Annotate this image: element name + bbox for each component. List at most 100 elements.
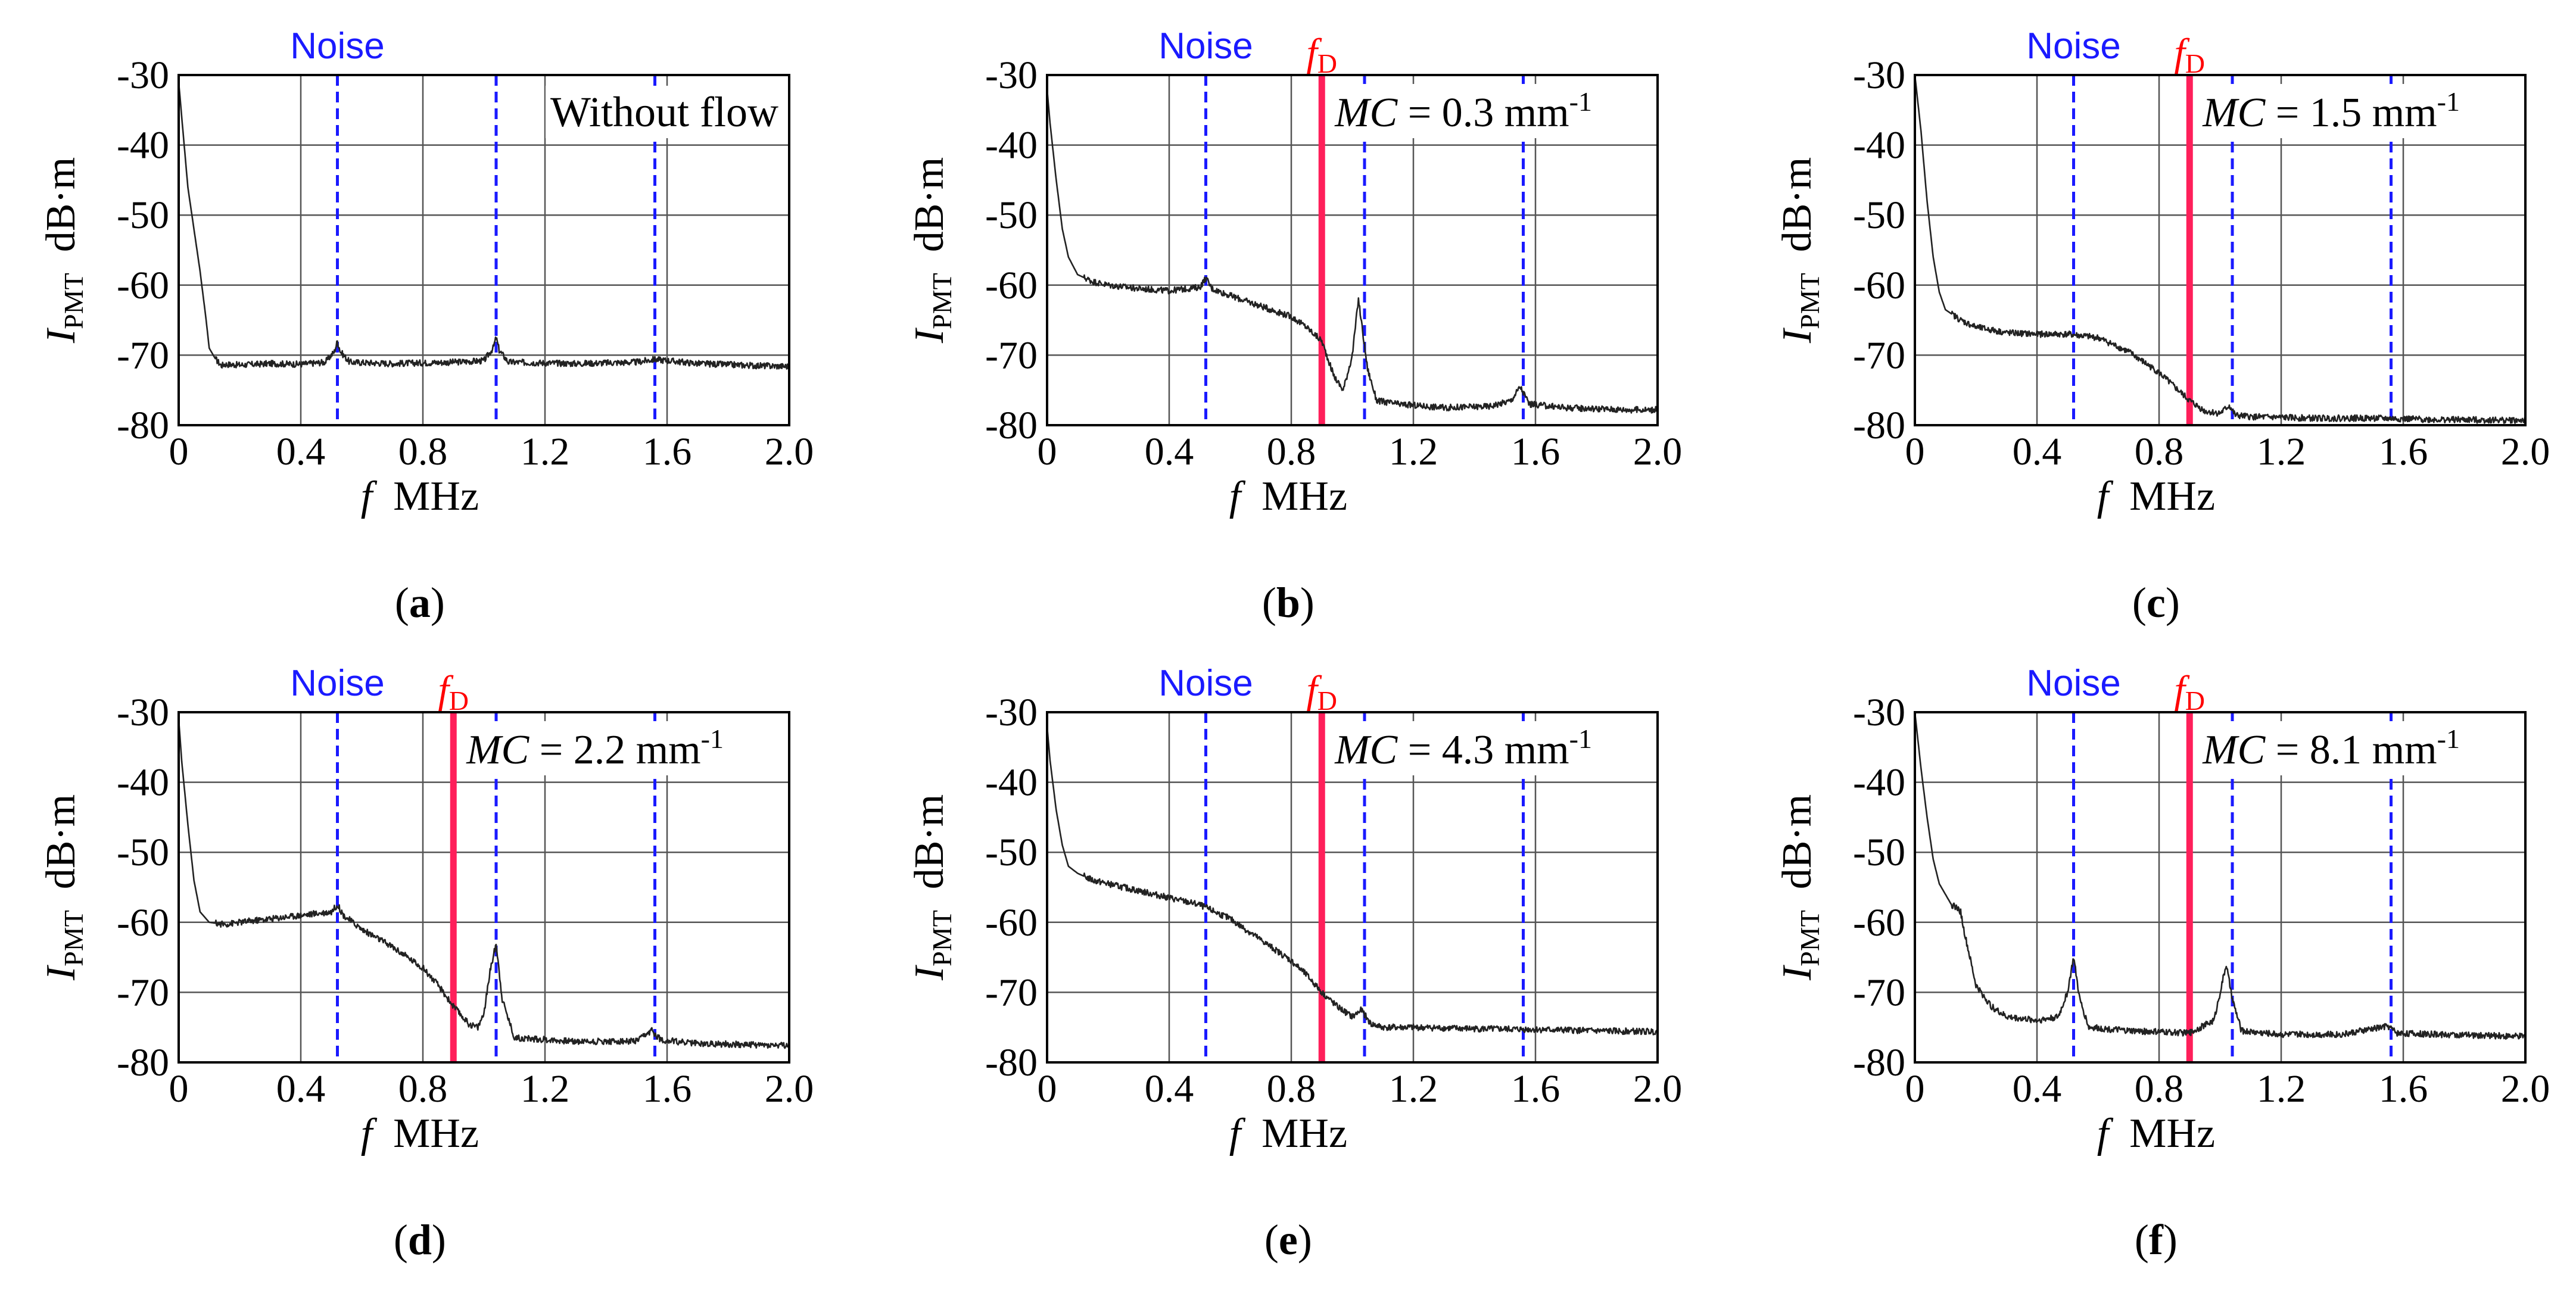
mc-unit: mm	[1494, 90, 1569, 136]
annotation-backdrop	[1331, 84, 1596, 138]
y-axis-var: I	[907, 964, 952, 981]
spectrum-line	[1914, 712, 2527, 1040]
caption-open: (	[395, 579, 409, 626]
mc-unit: mm	[2362, 90, 2437, 136]
noise-label: Noise	[2026, 26, 2121, 67]
y-tick-label: -60	[985, 264, 1038, 307]
x-axis-unit: MHz	[1241, 473, 1347, 519]
mc-unit: mm	[2362, 727, 2437, 773]
fd-label-sub: D	[449, 685, 469, 716]
y-tick-label: -50	[117, 194, 169, 237]
y-tick-label: -30	[117, 691, 169, 734]
noise-label: Noise	[1158, 26, 1253, 67]
fd-label: fD	[438, 668, 469, 716]
y-axis-unit: dB·m	[1774, 794, 1820, 910]
panel-d: -30 -40 -50 -60 -70 -800 0.4 0.8 1.2 1.6 2.0 f MHz I…	[38, 663, 814, 1264]
x-axis-label: f MHz	[2097, 1111, 2215, 1156]
y-axis-var: I	[38, 964, 84, 981]
x-tick-label: 1.2	[2257, 1067, 2306, 1111]
annotation-backdrop	[2198, 84, 2463, 138]
y-axis-sub: PMT	[58, 910, 89, 966]
caption-letter: f	[2149, 1216, 2164, 1264]
x-tick-label: 2.0	[1633, 1067, 1683, 1111]
x-tick-label: 0	[169, 430, 189, 473]
y-axis-var: I	[38, 327, 84, 344]
panel-a: -30 -40 -50 -60 -70 -800 0.4 0.8 1.2 1.6 2.0 f MHz I…	[38, 26, 814, 626]
x-tick-label: 0	[1905, 430, 1925, 473]
y-tick-label: -50	[985, 831, 1038, 874]
spectrum-line	[177, 82, 790, 370]
y-axis-label: IPMT dB·m	[907, 794, 957, 981]
annotation-backdrop	[1331, 721, 1596, 775]
x-tick-label: 2.0	[765, 430, 814, 473]
fd-label-sub: D	[2185, 48, 2205, 79]
y-axis-label: IPMT dB·m	[907, 157, 957, 344]
mc-exp: -1	[2437, 724, 2460, 754]
y-axis-sub: PMT	[927, 273, 957, 329]
plot-frame	[1046, 74, 1659, 426]
y-axis-sub: PMT	[58, 273, 89, 329]
y-tick-label: -80	[117, 1041, 169, 1084]
caption-open: (	[2135, 1216, 2149, 1264]
y-axis-var: I	[1774, 327, 1820, 344]
caption-close: )	[1298, 1216, 1312, 1264]
caption-open: (	[1262, 579, 1276, 626]
y-tick-label: -70	[1853, 971, 1905, 1014]
spectrum-line	[1046, 726, 1658, 1036]
caption-letter: a	[409, 579, 431, 626]
mc-value: 8.1	[2310, 727, 2362, 773]
y-tick-label: -60	[1853, 901, 1905, 944]
caption-open: (	[394, 1216, 408, 1264]
caption-letter: d	[408, 1216, 432, 1264]
mc-annotation: MC = 1.5 mm-1	[2202, 86, 2460, 136]
caption-letter: b	[1276, 579, 1300, 626]
y-axis-label: IPMT dB·m	[38, 794, 89, 981]
x-tick-label: 0	[1038, 430, 1057, 473]
y-tick-label: -70	[117, 333, 169, 377]
y-tick-label: -70	[985, 333, 1038, 377]
y-tick-label: -40	[1853, 124, 1905, 167]
y-tick-label: -30	[985, 54, 1038, 97]
x-axis-unit: MHz	[372, 1111, 479, 1156]
noise-label: Noise	[290, 663, 385, 704]
y-tick-label: -80	[117, 404, 169, 447]
y-tick-label: -30	[1853, 691, 1905, 734]
x-axis-unit: MHz	[1241, 1111, 1347, 1156]
y-tick-label: -30	[1853, 54, 1905, 97]
y-axis-sub: PMT	[927, 910, 957, 966]
x-tick-label: 1.6	[643, 430, 692, 473]
mc-eq: =	[1397, 727, 1441, 773]
panel-caption: (b)	[1262, 579, 1315, 626]
mc-var: MC	[466, 727, 529, 773]
y-axis-var: I	[907, 327, 952, 344]
y-tick-label: -50	[117, 831, 169, 874]
x-tick-label: 0.8	[2135, 1067, 2184, 1111]
x-axis-label: f MHz	[1229, 473, 1347, 519]
caption-close: )	[2166, 579, 2180, 626]
x-axis-unit: MHz	[372, 473, 479, 519]
x-tick-label: 0.8	[398, 1067, 448, 1111]
x-tick-label: 1.6	[2379, 1067, 2428, 1111]
x-tick-label: 2.0	[765, 1067, 814, 1111]
y-axis-unit: dB·m	[1774, 157, 1820, 273]
y-axis-label: IPMT dB·m	[1774, 157, 1825, 344]
y-tick-label: -40	[117, 761, 169, 805]
x-tick-label: 1.6	[1511, 1067, 1560, 1111]
y-tick-label: -80	[985, 1041, 1038, 1084]
y-tick-label: -50	[1853, 194, 1905, 237]
x-tick-label: 0	[1905, 1067, 1925, 1111]
x-tick-label: 0.8	[2135, 430, 2184, 473]
x-axis-label: f MHz	[1229, 1111, 1347, 1156]
plot-frame	[1914, 711, 2527, 1064]
panel-caption: (d)	[394, 1216, 446, 1264]
x-tick-label: 1.2	[521, 1067, 570, 1111]
caption-close: )	[432, 1216, 446, 1264]
panel-f: -30 -40 -50 -60 -70 -800 0.4 0.8 1.2 1.6 2.0 f MHz I…	[1774, 663, 2550, 1264]
panel-caption: (e)	[1264, 1216, 1312, 1264]
y-tick-label: -40	[985, 124, 1038, 167]
x-axis-label: f MHz	[361, 473, 479, 519]
mc-eq: =	[529, 727, 573, 773]
panel-caption: (c)	[2132, 579, 2180, 626]
y-tick-label: -70	[117, 971, 169, 1014]
mc-var: MC	[1334, 90, 1398, 136]
